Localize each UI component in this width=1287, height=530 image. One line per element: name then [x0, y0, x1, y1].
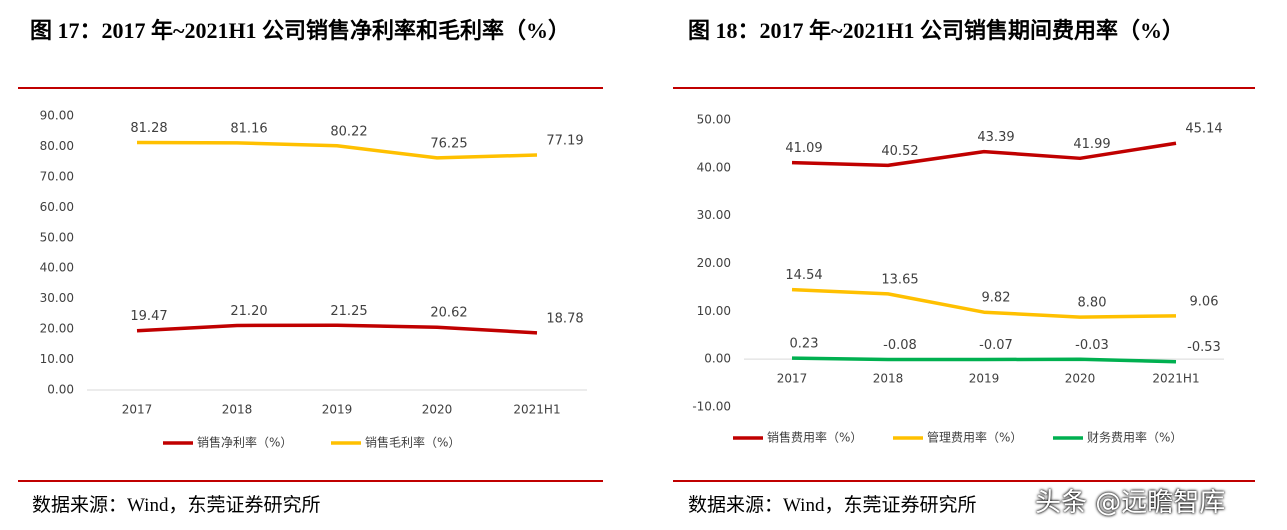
data-label: 8.80 — [1078, 296, 1107, 311]
y-tick-label: 20.00 — [40, 322, 74, 336]
x-tick-label: 2017 — [122, 403, 153, 417]
y-tick-label: 60.00 — [40, 200, 74, 214]
data-label: 41.99 — [1073, 137, 1110, 152]
data-label: 43.39 — [977, 130, 1014, 145]
series-line — [791, 356, 1177, 364]
data-label: 20.62 — [430, 306, 467, 321]
x-tick-label: 2020 — [1065, 372, 1096, 386]
x-tick-label: 2020 — [422, 403, 453, 417]
y-tick-label: 50.00 — [40, 230, 74, 244]
x-tick-label: 2019 — [969, 372, 1000, 386]
data-label: 81.16 — [230, 121, 267, 136]
y-tick-label: 90.00 — [40, 109, 74, 123]
y-tick-label: 0.00 — [704, 352, 731, 366]
series-line — [791, 287, 1177, 319]
y-tick-label: 50.00 — [697, 113, 731, 127]
data-label: 21.20 — [230, 304, 267, 319]
data-label: 21.25 — [330, 304, 367, 319]
legend-label: 财务费用率（%） — [1087, 430, 1182, 445]
y-tick-label: 30.00 — [697, 208, 731, 222]
data-label: 13.65 — [881, 272, 918, 287]
data-label: -0.53 — [1187, 340, 1221, 355]
data-label: 9.06 — [1190, 294, 1219, 309]
data-label: 77.19 — [546, 133, 583, 148]
data-label: 18.78 — [546, 311, 583, 326]
data-label: 40.52 — [881, 144, 918, 159]
source: 数据来源：Wind，东莞证券研究所 — [32, 495, 321, 516]
y-tick-label: 80.00 — [40, 139, 74, 153]
data-label: 45.14 — [1185, 122, 1222, 137]
data-label: 76.25 — [430, 136, 467, 151]
data-label: 19.47 — [130, 309, 167, 324]
source: 数据来源：Wind，东莞证券研究所 — [688, 495, 977, 516]
y-tick-label: 40.00 — [697, 160, 731, 174]
data-label: -0.03 — [1075, 338, 1109, 353]
legend-label: 管理费用率（%） — [927, 430, 1022, 445]
y-tick-label: 30.00 — [40, 291, 74, 305]
x-tick-label: 2019 — [322, 403, 353, 417]
legend-label: 销售费用率（%） — [767, 430, 862, 445]
y-tick-label: 10.00 — [40, 352, 74, 366]
data-label: 41.09 — [785, 141, 822, 156]
x-tick-label: 2021H1 — [513, 403, 560, 417]
watermark: 头条 @远瞻智库 — [1035, 488, 1226, 518]
chart-title: 图 18：2017 年~2021H1 公司销售期间费用率（%） — [688, 18, 1185, 43]
data-label: -0.07 — [979, 338, 1013, 353]
data-label: 0.23 — [790, 337, 819, 352]
chart-title: 图 17：2017 年~2021H1 公司销售净利率和毛利率（%） — [30, 18, 571, 43]
data-label: -0.08 — [883, 338, 917, 353]
data-label: 9.82 — [982, 291, 1011, 306]
y-tick-label: 10.00 — [697, 304, 731, 318]
y-tick-label: 40.00 — [40, 261, 74, 275]
series-line — [136, 140, 538, 160]
data-label: 14.54 — [785, 268, 822, 283]
legend-label: 销售毛利率（%） — [365, 435, 460, 450]
x-tick-label: 2018 — [222, 403, 253, 417]
y-tick-label: 0.00 — [47, 383, 74, 397]
y-tick-label: -10.00 — [692, 400, 731, 414]
data-label: 81.28 — [130, 121, 167, 136]
x-tick-label: 2017 — [777, 372, 808, 386]
data-label: 80.22 — [330, 124, 367, 139]
x-tick-label: 2018 — [873, 372, 904, 386]
series-line — [136, 323, 538, 335]
y-tick-label: 70.00 — [40, 169, 74, 183]
y-tick-label: 20.00 — [697, 256, 731, 270]
series-line — [791, 141, 1177, 168]
legend-label: 销售净利率（%） — [197, 435, 292, 450]
x-tick-label: 2021H1 — [1152, 372, 1199, 386]
